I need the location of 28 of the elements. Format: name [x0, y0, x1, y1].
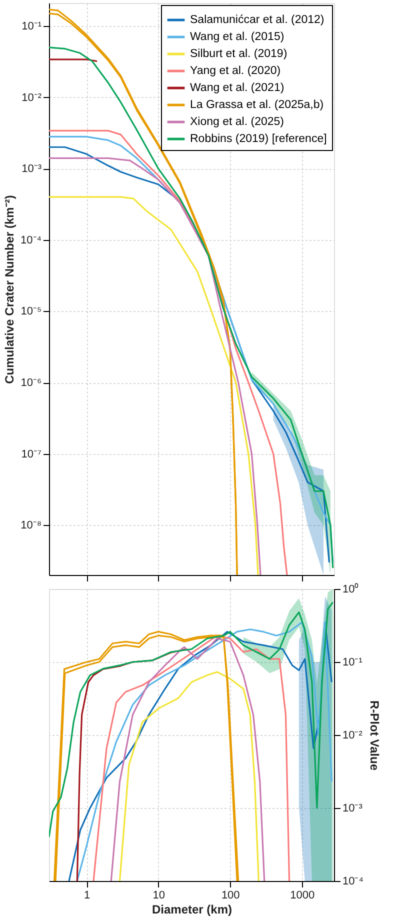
- y-tick-label: 10⁰: [342, 582, 359, 596]
- y-axis-title: R-Plot Value: [367, 700, 382, 771]
- y-tick-label: 10⁻²: [22, 92, 42, 104]
- legend-label: Wang et al. (2021): [190, 82, 284, 94]
- legend-label: Robbins (2019) [reference]: [190, 133, 327, 145]
- y-tick-label: 10⁻²: [342, 730, 363, 742]
- legend-label: Silburt et al. (2019): [190, 48, 288, 60]
- x-tick-label: 1000: [290, 890, 315, 902]
- y-tick-label: 10⁻⁶: [20, 377, 42, 390]
- y-tick-label: 10⁻⁴: [342, 876, 364, 888]
- x-tick-label: 10: [152, 890, 165, 902]
- x-tick-label: 100: [221, 890, 240, 902]
- legend-label: La Grassa et al. (2025a,b): [190, 99, 324, 111]
- x-axis-title: Diameter (km): [152, 902, 232, 916]
- y-tick-label: 10⁻⁵: [20, 306, 42, 318]
- y-tick-label: 10⁻³: [22, 163, 42, 176]
- y-axis-title: Cumulative Crater Number (km⁻²): [2, 195, 17, 384]
- x-tick-label: 1: [84, 890, 90, 902]
- legend-label: Salamunićcar et al. (2012): [190, 14, 324, 26]
- y-tick-label: 10⁻⁴: [20, 234, 42, 246]
- y-tick-label: 10⁻⁸: [20, 520, 42, 532]
- y-tick-label: 10⁻¹: [22, 20, 42, 32]
- legend-label: Xiong et al. (2025): [190, 116, 284, 128]
- legend-label: Wang et al. (2015): [190, 31, 284, 43]
- legend-label: Yang et al. (2020): [190, 65, 281, 77]
- y-tick-label: 10⁻³: [342, 802, 363, 814]
- y-tick-label: 10⁻⁷: [21, 448, 42, 460]
- y-tick-label: 10⁻¹: [342, 656, 363, 668]
